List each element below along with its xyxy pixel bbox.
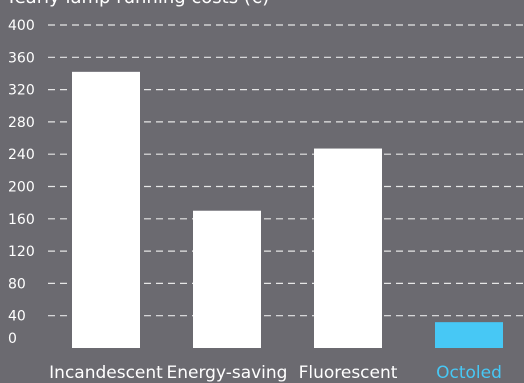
chart-title: Yearly lamp running costs (€) xyxy=(5,0,269,8)
bars xyxy=(72,71,503,349)
x-category-label: Fluorescent xyxy=(299,363,398,383)
x-category-label: Energy-saving xyxy=(167,363,288,383)
bar-octoled xyxy=(435,322,503,348)
bar-incandescent xyxy=(72,71,140,349)
bar-fluorescent xyxy=(314,148,382,348)
y-tick-label: 120 xyxy=(8,244,35,260)
y-tick-label: 40 xyxy=(8,309,26,325)
bar-energy-saving xyxy=(193,210,261,348)
y-tick-label: 360 xyxy=(8,50,35,66)
y-tick-label: 240 xyxy=(8,147,35,163)
grid-lines xyxy=(48,24,524,317)
y-tick-label: 400 xyxy=(8,18,35,34)
y-tick-label: 0 xyxy=(8,331,17,347)
y-tick-label: 280 xyxy=(8,115,35,131)
y-tick-label: 200 xyxy=(8,180,35,196)
y-tick-label: 160 xyxy=(8,212,35,228)
x-category-label: Octoled xyxy=(436,363,502,383)
x-category-label: Incandescent xyxy=(49,363,163,383)
y-tick-label: 80 xyxy=(8,276,26,292)
y-tick-label: 320 xyxy=(8,83,35,99)
y-axis-tick-labels: 0 40 80 120 160 200 240 280 320 360 400 xyxy=(8,18,35,347)
x-axis-category-labels: Incandescent Energy-saving Fluorescent Octo… xyxy=(49,363,502,383)
